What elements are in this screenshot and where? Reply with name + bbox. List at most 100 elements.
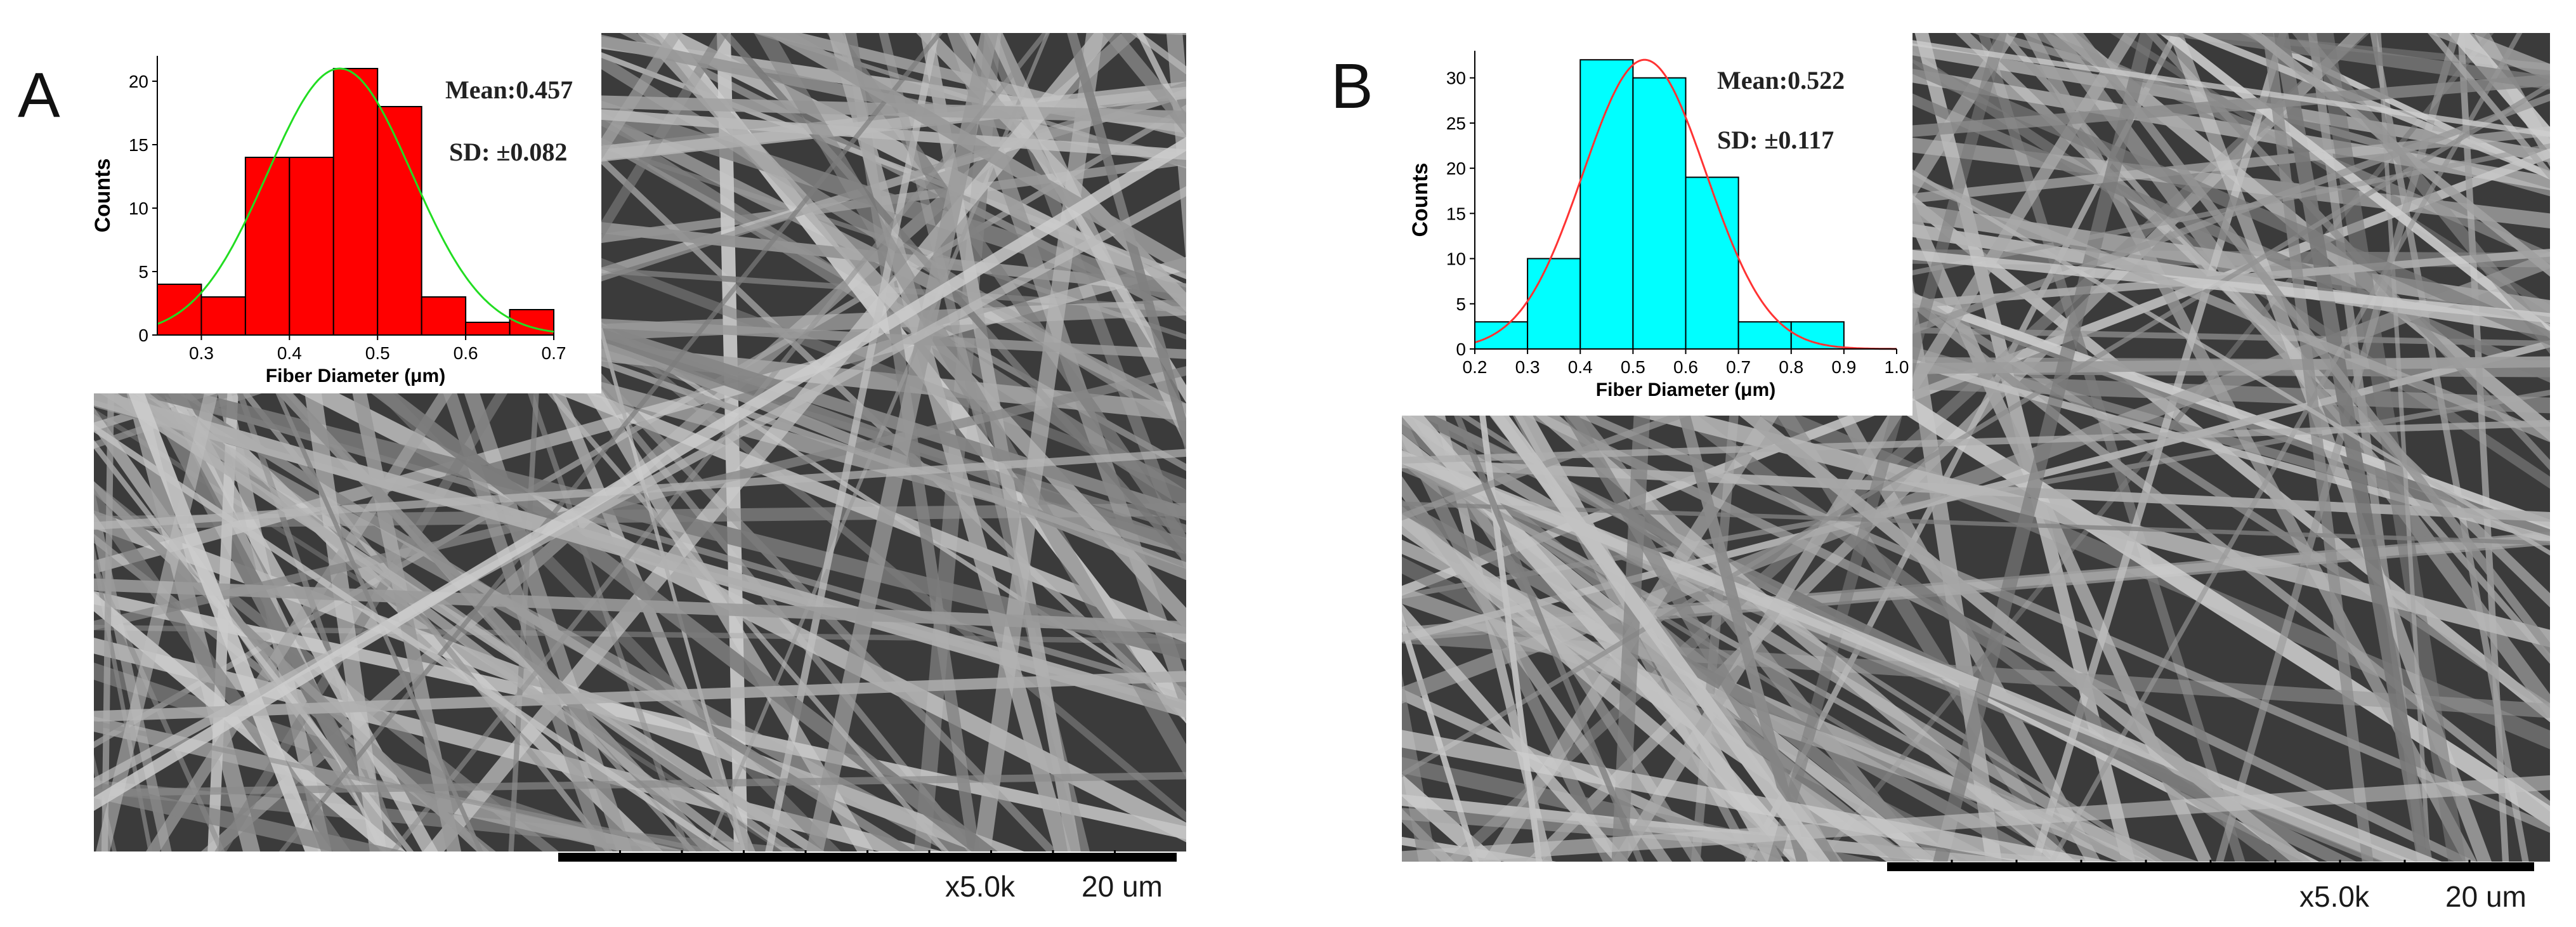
fiber [94,781,405,851]
y-tick-label: 20 [1446,159,1466,178]
histogram-bar [157,284,202,336]
y-tick-label: 30 [1446,69,1466,88]
fiber [278,33,943,851]
histogram-bars [157,68,554,336]
sd-text-b: SD: ±0.117 [1717,126,1834,154]
y-tick-label: 5 [138,262,148,282]
y-tick-label: 15 [1446,204,1466,223]
fiber [1402,808,1455,862]
panel-b-label: B [1331,51,1373,122]
scale-label-a: 20 um [1082,870,1163,903]
x-tick-label: 0.6 [1673,357,1698,377]
histogram-bar [1685,176,1739,350]
fiber [1402,82,2550,778]
panel-a-label: A [18,60,60,131]
fiber [94,186,1186,788]
gaussian-fit-line [157,67,554,333]
y-tick-label: 25 [1446,114,1466,133]
fiber [542,33,1186,433]
scale-ticks-b [1951,860,2471,862]
fiber [1402,93,2550,521]
histogram-bars [1474,59,1845,350]
fiber [2376,33,2431,862]
fiber [94,136,1186,812]
fiber [1823,33,2550,137]
x-tick-label: 1.0 [1885,357,1909,377]
sd-text-a: SD: ±0.082 [449,138,568,166]
fiber [146,33,683,851]
y-tick-label: 20 [129,72,148,91]
histogram-bar [1527,258,1581,350]
x-tick-label: 0.5 [1621,357,1645,377]
histogram-bar [1474,321,1529,350]
histogram-a: 0.3 0.4 0.5 0.6 0.7 0 5 10 15 20 Fiber Diameter (μ… [91,56,566,386]
x-tick-label: 0.4 [1568,357,1593,377]
y-tick-label: 0 [138,325,148,345]
mean-text-b: Mean:0.522 [1717,66,1845,95]
fiber [1402,773,1502,862]
fiber [94,578,1186,634]
magnification-b: x5.0k [2299,880,2369,913]
histogram-inset-a: 0.3 0.4 0.5 0.6 0.7 0 5 10 15 20 Fiber Diameter (μ… [91,19,601,393]
fiber [94,772,1186,797]
x-tick-label: 0.3 [189,343,214,363]
fiber [94,440,414,851]
fiber [2215,33,2460,862]
fiber [1402,611,1479,862]
histogram-bar [200,296,246,336]
histogram-bar [332,68,379,336]
histogram-bar [244,157,291,336]
x-tick-label: 0.5 [365,343,390,363]
histogram-bar [421,296,467,336]
x-tick-label: 0.6 [454,343,478,363]
fiber [1402,450,2442,862]
fiber [1130,33,1186,75]
x-tick-label: 0.8 [1779,357,1803,377]
fiber [94,424,732,851]
fiber [1402,586,2199,862]
x-axis-title: Fiber Diameter (μm) [266,365,445,386]
fiber [720,33,1186,565]
y-tick-label: 10 [1446,249,1466,269]
x-tick-label: 0.3 [1515,357,1540,377]
histogram-bar [1737,321,1792,350]
x-tick-label: 0.7 [542,343,566,363]
fiber [2022,33,2550,264]
fiber [2428,33,2550,180]
y-tick-label: 10 [129,199,148,218]
x-axis-title: Fiber Diameter (μm) [1596,379,1775,400]
fiber [422,33,1115,851]
histogram-b: 0.2 0.3 0.4 0.5 0.6 0.7 0.8 0.9 1.0 0 5 10 15 20 25 30 F… [1408,51,1909,400]
fiber [2273,33,2433,862]
x-tick-label: 0.9 [1831,357,1856,377]
y-axis-title: Counts [94,158,115,232]
histogram-bar [289,157,334,336]
scale-bar-a [558,850,1177,862]
fiber [1402,775,2550,862]
fiber [1067,33,1186,454]
fiber [879,33,1090,851]
histogram-bar [465,322,511,336]
gaussian-fit-line [1474,58,1897,350]
fiber [2263,33,2374,862]
y-tick-label: 5 [1456,294,1466,314]
histogram-inset-b: 0.2 0.3 0.4 0.5 0.6 0.7 0.8 0.9 1.0 0 5 10 15 20 25 30 F… [1392,16,1912,416]
scale-label-b: 20 um [2445,880,2527,913]
mean-text-a: Mean:0.457 [445,76,573,104]
fiber [1402,808,2113,862]
histogram-bar [377,106,422,336]
fiber [2457,33,2509,862]
fiber [765,33,1186,275]
x-tick-label: 0.7 [1726,357,1751,377]
y-tick-label: 0 [1456,339,1466,359]
x-tick-label: 0.4 [277,343,302,363]
scale-ticks-a [619,850,1116,853]
magnification-a: x5.0k [945,870,1015,903]
x-tick-label: 0.2 [1463,357,1487,377]
y-tick-label: 15 [129,135,148,155]
fiber [1402,730,2112,862]
fiber [806,33,998,851]
scale-bar-b [1887,860,2534,871]
y-axis-title: Counts [1408,162,1432,237]
histogram-bar [1632,77,1687,350]
